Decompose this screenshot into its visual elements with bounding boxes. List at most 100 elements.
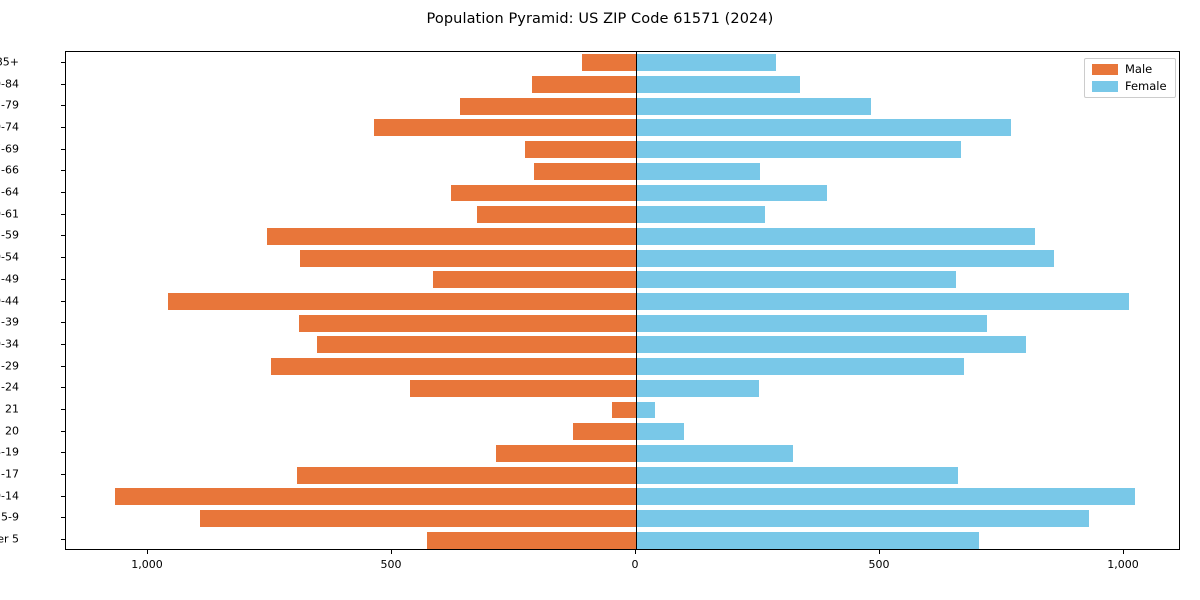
y-axis-tick-label: 45-49: [0, 272, 19, 286]
pyramid-row: [66, 271, 1179, 289]
plot-area: [65, 51, 1180, 550]
y-axis-tick-label: 62-64: [0, 185, 19, 199]
x-axis-tick-label: 0: [631, 558, 639, 571]
bar-female-35-39: [636, 314, 987, 332]
pyramid-row: [66, 76, 1179, 93]
pyramid-row: [66, 206, 1179, 224]
bar-male-62-64: [451, 184, 636, 202]
bar-female-20: [636, 423, 684, 441]
bar-male-50-54: [299, 249, 636, 267]
chart-title: Population Pyramid: US ZIP Code 61571 (2…: [426, 11, 774, 27]
bar-male-22-24: [410, 379, 636, 397]
y-axis-tick-mark: [61, 343, 65, 345]
y-axis-tick-mark: [61, 213, 65, 215]
bar-male-70-74: [373, 119, 636, 137]
bar-male-15-17: [296, 466, 636, 484]
legend-label-male: Male: [1125, 62, 1153, 76]
y-axis-tick-mark: [61, 148, 65, 150]
bar-male-45-49: [432, 271, 636, 289]
x-axis-tick-mark: [879, 550, 880, 554]
bar-female-67-69: [636, 141, 961, 159]
bar-female-75-79: [636, 97, 872, 115]
pyramid-row: [66, 141, 1179, 159]
bar-female-18-19: [636, 444, 794, 462]
bar-male-under-5: [427, 531, 636, 549]
bar-female-5-9: [636, 509, 1089, 527]
y-axis-tick-label: 70-74: [0, 120, 19, 134]
y-axis-tick-label: 22-24: [0, 380, 19, 394]
bar-female-22-24: [636, 379, 759, 397]
y-axis-tick-mark: [61, 322, 65, 324]
y-axis-tick-label: 40-44: [0, 294, 19, 307]
y-axis-tick-label: 35-39: [0, 315, 19, 329]
y-axis-tick-label: 55-59: [0, 228, 19, 242]
pyramid-row: [66, 509, 1179, 527]
bar-female-25-29: [636, 358, 964, 376]
y-axis-tick-mark: [61, 495, 65, 497]
y-axis-tick-mark: [61, 61, 65, 63]
bar-female-under-5: [636, 531, 980, 549]
bar-female-15-17: [636, 466, 959, 484]
bar-female-21: [636, 401, 656, 419]
legend-swatch-male-icon: [1092, 64, 1118, 76]
legend-swatch-female-icon: [1092, 80, 1118, 92]
bar-female-65-66: [636, 162, 760, 180]
bar-female-85-: [636, 54, 777, 72]
x-axis-tick-label: 1,000: [131, 558, 163, 571]
pyramid-row: [66, 379, 1179, 397]
bar-male-67-69: [524, 141, 636, 159]
y-axis-tick-mark: [61, 430, 65, 432]
bar-female-55-59: [636, 227, 1036, 245]
pyramid-row: [66, 162, 1179, 180]
y-axis-tick-label: 50-54: [0, 250, 19, 264]
pyramid-row: [66, 531, 1179, 549]
pyramid-row: [66, 336, 1179, 354]
bar-female-62-64: [636, 184, 828, 202]
bar-female-80-84: [636, 76, 800, 93]
bars-layer: [66, 52, 1179, 549]
pyramid-row: [66, 119, 1179, 137]
zero-axis-line: [636, 52, 638, 549]
bar-female-60-61: [636, 206, 765, 224]
bar-male-10-14: [114, 488, 636, 506]
y-axis-tick-label: 80-84: [0, 77, 19, 91]
y-axis-tick-label: 85+: [0, 55, 19, 69]
bar-male-55-59: [266, 227, 636, 245]
y-axis-tick-label: 30-34: [0, 337, 19, 351]
y-axis-tick-mark: [61, 278, 65, 280]
y-axis-tick-label: 75-79: [0, 98, 19, 112]
pyramid-row: [66, 401, 1179, 419]
y-axis-tick-mark: [61, 387, 65, 389]
y-axis-tick-mark: [61, 257, 65, 259]
x-axis-tick-mark: [147, 550, 148, 554]
y-axis-tick-mark: [61, 408, 65, 410]
y-axis-tick-label: 10-14: [0, 489, 19, 503]
y-axis-tick-label: Under 5: [0, 532, 19, 546]
y-axis-tick-label: 60-61: [0, 207, 19, 221]
bar-male-35-39: [299, 314, 636, 332]
legend-label-female: Female: [1125, 78, 1167, 93]
bar-female-40-44: [636, 293, 1129, 310]
y-axis-tick-mark: [61, 170, 65, 172]
x-axis-tick-label: 500: [380, 558, 402, 571]
pyramid-row: [66, 358, 1179, 376]
x-axis-tick-label: 500: [868, 558, 890, 571]
bar-male-60-61: [476, 206, 636, 224]
x-axis-tick-label: 1,000: [1107, 558, 1139, 571]
y-axis-tick-mark: [61, 192, 65, 194]
y-axis-tick-mark: [61, 300, 65, 302]
y-axis-tick-label: 21: [5, 402, 19, 416]
bar-male-25-29: [270, 358, 636, 376]
bar-male-85-: [581, 54, 636, 72]
bar-male-80-84: [532, 76, 636, 93]
bar-male-21: [612, 401, 636, 419]
y-axis-tick-label: 65-66: [0, 163, 19, 177]
pyramid-row: [66, 314, 1179, 332]
pyramid-row: [66, 249, 1179, 267]
bar-male-30-34: [316, 336, 636, 354]
y-axis-tick-mark: [61, 126, 65, 128]
bar-male-65-66: [534, 162, 636, 180]
y-axis-tick-mark: [61, 474, 65, 476]
x-axis-tick-mark: [635, 550, 636, 554]
